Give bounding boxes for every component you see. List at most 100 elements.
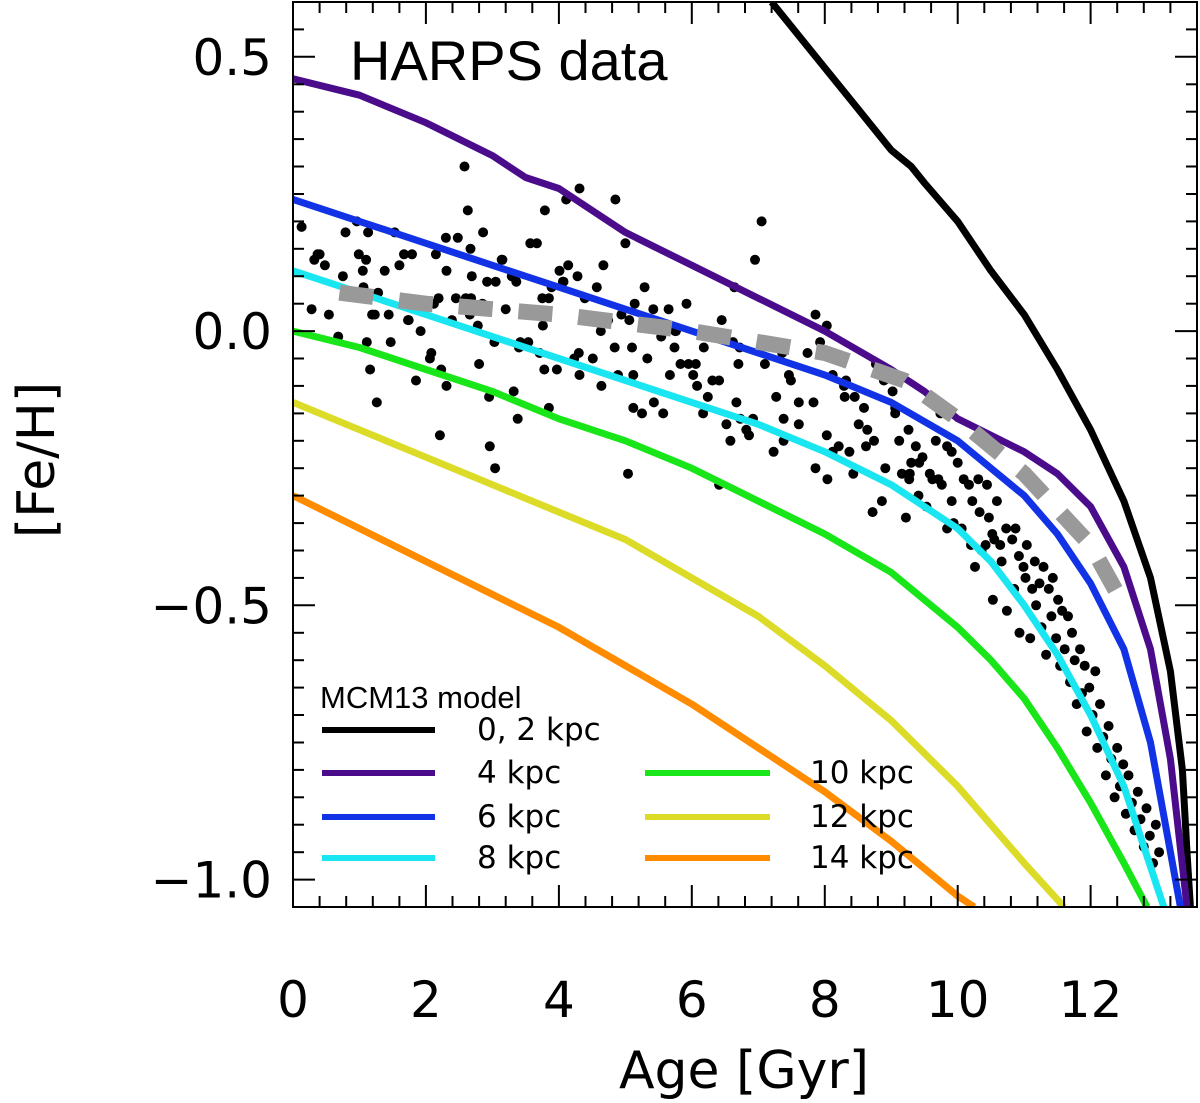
data-point-150	[756, 216, 767, 227]
data-point-126	[681, 298, 692, 309]
data-point-199	[906, 457, 917, 468]
data-point-133	[702, 391, 713, 402]
data-point-247	[1029, 556, 1040, 567]
data-point-248	[1031, 600, 1042, 611]
data-point-228	[983, 512, 994, 523]
data-point-223	[973, 474, 984, 485]
data-point-265	[1071, 699, 1082, 710]
data-point-46	[452, 232, 463, 243]
data-point-1	[306, 304, 317, 315]
data-point-35	[426, 348, 437, 358]
data-point-49	[462, 205, 473, 216]
data-point-19	[369, 309, 380, 320]
data-point-224	[974, 507, 985, 518]
data-point-106	[620, 238, 631, 249]
data-point-32	[411, 375, 421, 386]
data-point-41	[440, 232, 451, 243]
data-point-273	[1092, 742, 1103, 753]
legend: MCM13 model 0, 2 kpc 4 kpc 6 kpc 8 kpc 10 kp…	[320, 680, 914, 876]
data-point-230	[987, 594, 998, 605]
model-line-6-kpc	[293, 196, 1184, 907]
data-point-98	[595, 326, 606, 337]
y-axis-title: [Fe/H]	[7, 382, 67, 538]
x-tick-label: 10	[926, 971, 990, 1029]
data-point-39	[434, 430, 445, 441]
data-point-11	[353, 249, 364, 260]
data-point-177	[848, 468, 859, 479]
y-tick-label: −1.0	[151, 852, 272, 910]
data-point-129	[690, 359, 701, 369]
data-point-94	[574, 370, 585, 380]
data-point-26	[394, 260, 405, 271]
data-point-125	[675, 359, 686, 369]
data-point-22	[379, 265, 390, 276]
data-point-139	[725, 435, 736, 446]
data-point-282	[1118, 759, 1129, 770]
data-point-239	[1010, 523, 1021, 534]
data-point-132	[698, 342, 709, 353]
data-point-192	[890, 408, 901, 419]
legend-label-6-kpc: 6 kpc	[477, 799, 561, 835]
data-point-221	[967, 496, 978, 507]
data-point-37	[430, 249, 441, 260]
data-point-97	[591, 282, 602, 293]
data-point-196	[903, 424, 914, 435]
legend-label-14-kpc: 14 kpc	[810, 840, 914, 876]
data-point-30	[407, 249, 417, 260]
data-point-274	[1095, 699, 1105, 710]
data-point-222	[970, 561, 980, 572]
chart-title: HARPS data	[350, 29, 668, 92]
data-point-184	[869, 435, 879, 446]
data-point-237	[1007, 534, 1018, 545]
data-point-153	[771, 391, 782, 402]
legend-label-0-2-kpc: 0, 2 kpc	[477, 712, 601, 748]
data-point-174	[839, 391, 850, 402]
data-point-219	[964, 479, 974, 490]
data-point-142	[731, 397, 742, 408]
data-point-115	[642, 353, 653, 364]
data-point-260	[1059, 644, 1070, 655]
data-point-65	[497, 254, 508, 265]
data-point-181	[861, 441, 871, 452]
x-tick-label: 4	[543, 971, 575, 1029]
data-point-198	[904, 468, 915, 479]
data-point-29	[403, 315, 414, 326]
data-point-159	[793, 397, 804, 408]
data-point-186	[876, 496, 887, 507]
data-point-15	[361, 337, 372, 348]
data-point-55	[474, 359, 485, 369]
data-point-147	[744, 430, 754, 441]
data-point-75	[531, 238, 542, 249]
data-point-87	[558, 276, 569, 287]
data-point-180	[859, 402, 869, 413]
data-point-183	[867, 507, 878, 518]
data-point-5	[319, 260, 330, 271]
data-point-96	[587, 353, 598, 364]
data-point-251	[1038, 561, 1049, 572]
data-point-58	[482, 276, 493, 287]
model-lines-layer	[293, 2, 1194, 907]
data-point-203	[917, 452, 928, 463]
data-point-243	[1020, 572, 1031, 583]
model-line-10-kpc	[293, 327, 1151, 907]
data-point-252	[1041, 649, 1052, 660]
data-point-103	[610, 194, 621, 205]
data-point-155	[778, 413, 789, 424]
data-point-112	[629, 298, 640, 309]
data-point-80	[539, 205, 550, 216]
data-point-232	[991, 496, 1002, 507]
x-axis-title: Age [Gyr]	[619, 1041, 869, 1101]
data-point-268	[1079, 660, 1090, 671]
data-point-45	[450, 293, 461, 304]
legend-label-10-kpc: 10 kpc	[810, 755, 914, 791]
data-point-190	[887, 386, 898, 397]
data-point-66	[500, 304, 511, 315]
data-point-9	[340, 227, 351, 238]
data-point-214	[946, 446, 957, 457]
data-point-136	[714, 375, 725, 386]
data-point-6	[323, 309, 334, 320]
data-point-158	[785, 375, 796, 386]
data-point-161	[802, 348, 813, 358]
